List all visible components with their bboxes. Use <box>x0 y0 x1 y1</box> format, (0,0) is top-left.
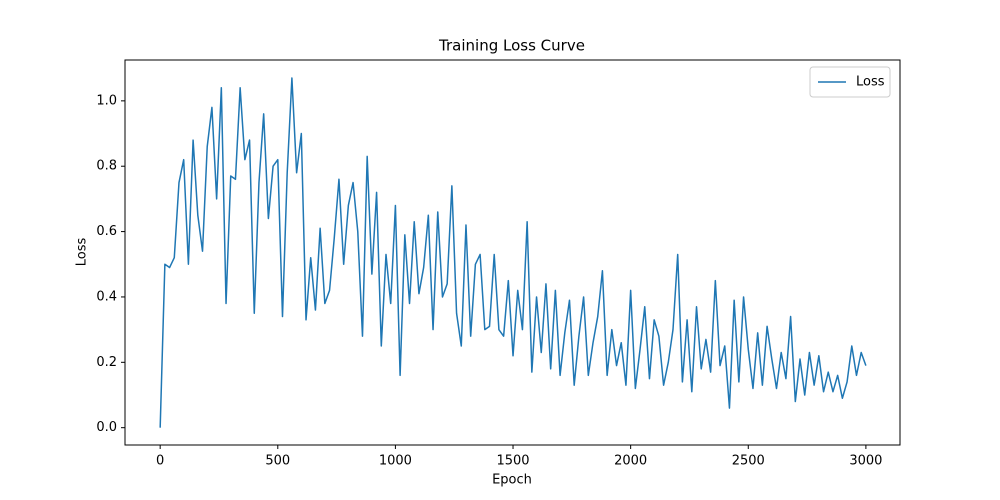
y-tick-label: 1.0 <box>96 93 117 108</box>
x-tick-label: 1500 <box>496 454 529 469</box>
y-tick-label: 0.8 <box>96 159 117 174</box>
axes-frame <box>124 59 901 446</box>
legend-label: Loss <box>856 75 885 90</box>
x-tick-label: 3000 <box>849 454 882 469</box>
x-tick-label: 1000 <box>379 454 412 469</box>
loss-line <box>159 77 867 428</box>
y-tick-label: 0.4 <box>96 289 117 304</box>
y-tick-label: 0.2 <box>96 355 117 370</box>
y-axis-label: Loss <box>75 238 90 267</box>
x-axis-label: Epoch <box>492 473 532 488</box>
chart-title: Training Loss Curve <box>438 37 585 55</box>
x-tick-label: 2000 <box>614 454 647 469</box>
x-tick-label: 0 <box>156 454 164 469</box>
y-tick-label: 0.0 <box>96 420 117 435</box>
x-tick-label: 500 <box>265 454 290 469</box>
x-tick-label: 2500 <box>732 454 765 469</box>
y-tick-label: 0.6 <box>96 224 117 239</box>
legend-box <box>809 66 891 98</box>
